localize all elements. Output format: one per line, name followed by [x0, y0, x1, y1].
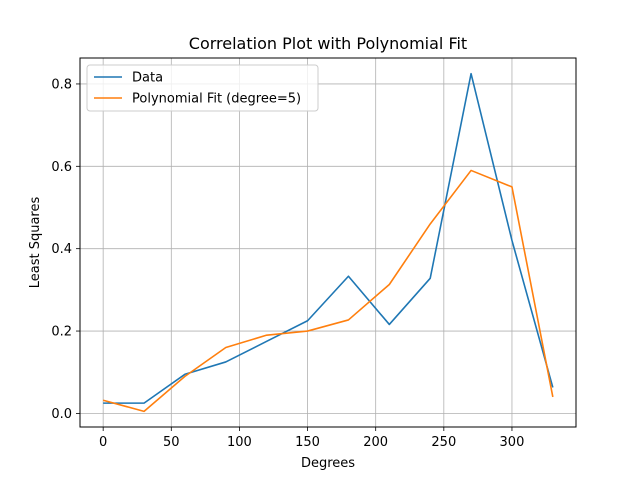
x-tick-label: 50: [163, 435, 180, 450]
x-tick-label: 300: [500, 435, 525, 450]
legend-label: Polynomial Fit (degree=5): [132, 92, 301, 107]
y-tick-label: 0.8: [51, 77, 72, 92]
series-line-data: [103, 72, 554, 404]
y-tick-label: 0.4: [51, 242, 72, 257]
x-tick-label: 100: [227, 435, 252, 450]
y-tick-label: 0.6: [51, 160, 72, 175]
x-tick-label: 200: [363, 435, 388, 450]
y-axis-label: Least Squares: [28, 197, 43, 289]
x-tick-label: 150: [295, 435, 320, 450]
ticks: 0 50 100 150 200 250 300 0.0 0.2 0.4 0.6 0.8: [51, 77, 524, 450]
legend-box: [86, 64, 319, 112]
chart-title: Correlation Plot with Polynomial Fit: [189, 34, 467, 53]
plot-frame: [79, 57, 577, 428]
legend: Data Polynomial Fit (degree=5): [86, 64, 319, 112]
x-axis-label: Degrees: [301, 456, 355, 471]
legend-label: Data: [132, 71, 163, 86]
series-layer: [102, 72, 554, 413]
y-tick-label: 0.2: [51, 325, 72, 340]
x-tick-label: 0: [99, 435, 107, 450]
y-tick-label: 0.0: [51, 407, 72, 422]
x-tick-label: 250: [431, 435, 456, 450]
series-line-polynomial-fit: [102, 169, 554, 413]
